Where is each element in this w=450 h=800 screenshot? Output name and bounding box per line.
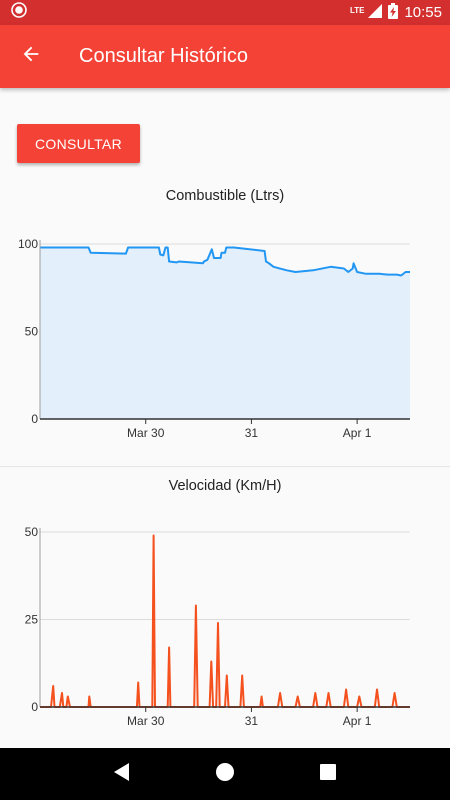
y-tick-label: 0 xyxy=(31,412,38,426)
arrow-back-icon xyxy=(20,43,42,70)
x-tick-label: Mar 30 xyxy=(127,426,165,440)
fuel-chart: 0 50 100 Mar 30 31 Apr 1 xyxy=(18,237,410,440)
page-title: Consultar Histórico xyxy=(79,45,248,67)
nav-home-button[interactable] xyxy=(201,750,249,798)
y-tick-label: 50 xyxy=(25,325,39,339)
series-line xyxy=(40,246,410,277)
navigation-bar xyxy=(0,748,450,800)
main-content: CONSULTAR Combustible (Ltrs) 0 50 100 Mar 3… xyxy=(0,88,450,748)
series-area xyxy=(40,247,410,419)
series-line xyxy=(40,534,410,708)
lte-signal-icon xyxy=(368,3,383,22)
battery-charging-icon xyxy=(388,2,399,23)
x-tick-label: 31 xyxy=(245,714,259,728)
speed-chart: 0 25 50 Mar 30 31 Apr 1 xyxy=(25,525,410,728)
x-tick-label: Apr 1 xyxy=(343,426,372,440)
nav-back-button[interactable] xyxy=(98,750,146,798)
nav-back-icon xyxy=(113,762,131,787)
app-bar: Consultar Histórico xyxy=(0,25,450,88)
x-tick-label: Apr 1 xyxy=(343,714,372,728)
chart-divider xyxy=(0,466,450,467)
nav-recents-icon xyxy=(319,763,337,786)
back-button[interactable] xyxy=(3,29,59,85)
lte-label: LTE xyxy=(349,5,365,15)
y-tick-label: 0 xyxy=(31,700,38,714)
consult-button[interactable]: CONSULTAR xyxy=(17,124,140,163)
y-tick-label: 100 xyxy=(18,237,38,251)
x-tick-label: Mar 30 xyxy=(127,714,165,728)
y-tick-label: 50 xyxy=(25,525,39,539)
nav-recents-button[interactable] xyxy=(304,750,352,798)
fuel-chart-title: Combustible (Ltrs) xyxy=(165,188,285,204)
x-tick-label: 31 xyxy=(245,426,259,440)
notification-icon xyxy=(10,1,28,24)
status-time: 10:55 xyxy=(404,4,442,21)
nav-home-icon xyxy=(215,762,235,787)
status-bar: LTE 10:55 xyxy=(0,0,450,25)
speed-chart-title: Velocidad (Km/H) xyxy=(168,478,282,494)
y-tick-label: 25 xyxy=(25,613,39,627)
